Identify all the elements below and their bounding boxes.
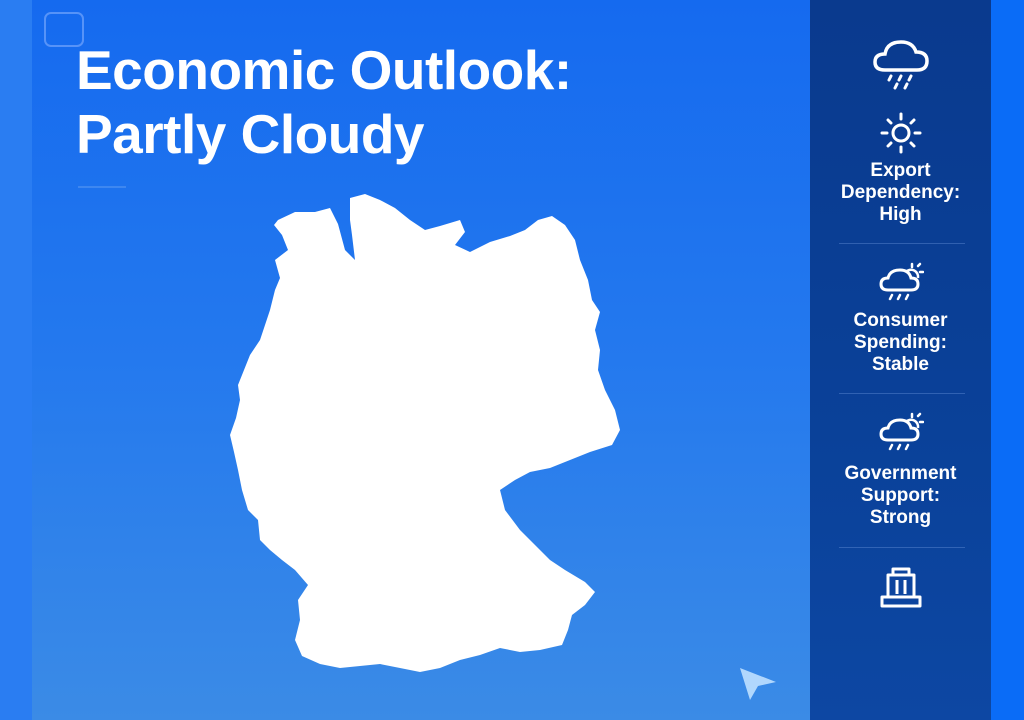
germany-shape [230,194,620,672]
panel-divider [839,393,965,394]
indicator-panel: Export Dependency: High Consumer Spending: S… [810,0,991,720]
consumer-spending-label: Consumer Spending: Stable [853,310,948,375]
panel-divider [839,243,965,244]
cloud-sun-rain-icon [878,412,924,451]
cloud-sun-rain-icon [878,262,924,301]
logo-mark-icon [740,668,776,700]
corner-frame-icon [44,12,84,47]
germany-map [230,194,620,672]
left-edge-strip [0,0,32,720]
cloud-rain-icon [872,40,929,90]
sun-icon [880,112,921,154]
page-title: Economic Outlook: Partly Cloudy [76,38,572,166]
title-line-2: Partly Cloudy [76,103,425,165]
government-building-icon [880,567,921,608]
right-edge-strip [991,0,1024,720]
title-line-1: Economic Outlook: [76,39,572,101]
title-divider [78,186,126,188]
government-support-label: Government Support: Strong [844,463,957,528]
panel-divider [839,547,965,548]
export-dependency-label: Export Dependency: High [840,160,961,225]
